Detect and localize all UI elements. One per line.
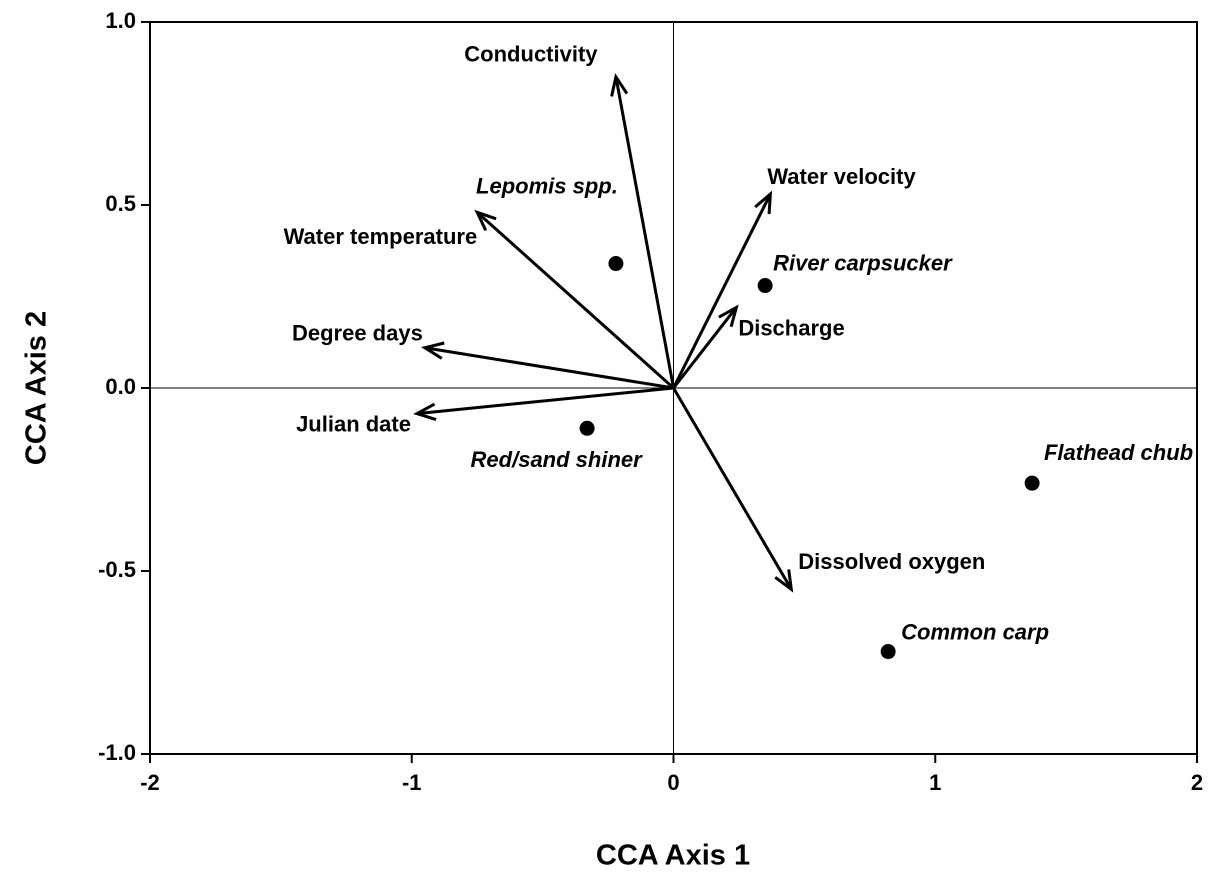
vector [672,387,793,591]
vector-label: Conductivity [464,42,598,67]
x-tick-label: 1 [929,770,941,795]
vector [416,386,674,416]
arrow-head [754,190,773,215]
species-label: Red/sand shiner [471,447,644,472]
arrow-head [718,304,739,328]
species-point [579,420,595,436]
vector-label: Dissolved oxygen [798,549,985,574]
y-axis-title: CCA Axis 2 [21,311,53,465]
vector-label: Degree days [292,321,423,346]
y-tick-label: 0.5 [105,191,136,216]
vector [476,211,675,390]
vector [424,346,674,390]
y-tick-label: -1.0 [98,740,136,765]
x-tick-label: -2 [140,770,160,795]
vector-label: Discharge [738,315,844,340]
arrow-head [474,209,497,232]
species-point [880,644,896,660]
vector-label: Water velocity [767,164,916,189]
x-tick-label: 0 [667,770,679,795]
x-tick-label: -1 [402,770,422,795]
vector [672,306,738,389]
vector [672,193,772,389]
arrow-head [413,402,437,421]
y-tick-label: 1.0 [105,8,136,33]
species-label: River carpsucker [773,250,953,275]
arrow-head [774,569,794,593]
vector-label: Water temperature [284,224,478,249]
arrow-head [421,341,445,360]
vector-label: Julian date [296,411,411,436]
arrow-head [610,73,629,97]
vector [614,76,675,389]
y-tick-label: 0.0 [105,374,136,399]
species-label: Flathead chub [1044,440,1193,465]
y-tick-label: -0.5 [98,557,136,582]
species-point [757,278,773,294]
species-point [1024,475,1040,491]
x-tick-label: 2 [1191,770,1203,795]
x-axis-title: CCA Axis 1 [596,840,750,872]
species-point [608,256,624,272]
species-label: Lepomis spp. [476,173,618,198]
species-label: Common carp [901,619,1049,644]
